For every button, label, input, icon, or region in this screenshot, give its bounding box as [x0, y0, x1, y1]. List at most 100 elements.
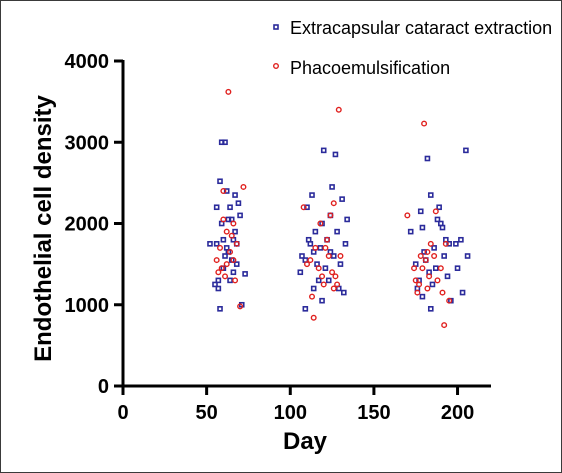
data-point-phaco — [442, 240, 449, 247]
data-point-extracapsular — [233, 261, 240, 267]
data-point-phaco — [329, 269, 336, 276]
data-point-phaco — [223, 228, 230, 235]
data-point-phaco — [237, 303, 244, 310]
data-point-extracapsular — [429, 281, 436, 288]
x-tick-label: 100 — [274, 402, 307, 424]
y-axis-title: Endothelial cell density — [30, 94, 57, 361]
data-point-extracapsular — [237, 212, 243, 219]
data-point-extracapsular — [217, 306, 223, 312]
data-point-extracapsular — [337, 261, 344, 267]
data-point-phaco — [309, 293, 316, 300]
data-point-phaco — [230, 220, 237, 227]
data-point-phaco — [322, 244, 329, 251]
legend-label-extracapsular: Extracapsular cataract extraction — [290, 18, 552, 38]
data-point-extracapsular — [419, 224, 426, 231]
data-point-phaco — [227, 248, 234, 255]
data-point-phaco — [427, 240, 434, 247]
data-point-phaco — [446, 297, 453, 304]
data-point-phaco — [222, 273, 229, 280]
data-point-phaco — [432, 208, 439, 215]
x-tick-label: 150 — [357, 402, 390, 424]
data-point-phaco — [330, 200, 337, 207]
data-point-extracapsular — [304, 204, 310, 211]
data-point-phaco — [218, 265, 225, 272]
data-point-extracapsular — [441, 253, 447, 259]
data-point-extracapsular — [222, 253, 228, 259]
data-point-extracapsular — [317, 245, 324, 251]
data-point-phaco — [304, 261, 311, 268]
data-point-phaco — [431, 252, 438, 259]
data-point-phaco — [220, 216, 227, 223]
data-point-phaco — [230, 257, 237, 264]
data-point-extracapsular — [407, 228, 414, 235]
data-point-extracapsular — [419, 293, 426, 300]
data-point-phaco — [307, 257, 314, 264]
data-point-extracapsular — [299, 253, 305, 259]
data-point-extracapsular — [334, 228, 340, 235]
data-point-phaco — [317, 220, 324, 227]
legend-label-phaco: Phacoemulsification — [290, 58, 450, 78]
data-point-extracapsular — [302, 306, 309, 312]
data-point-phaco — [417, 252, 424, 259]
data-point-phaco — [315, 265, 322, 272]
data-point-extracapsular — [310, 285, 317, 292]
data-point-extracapsular — [222, 139, 228, 146]
data-point-extracapsular — [325, 277, 332, 284]
axes — [121, 60, 491, 388]
data-point-phaco — [215, 269, 222, 276]
data-point-extracapsular — [220, 236, 227, 243]
data-point-extracapsular — [421, 249, 427, 255]
data-point-extracapsular — [444, 273, 451, 280]
data-point-extracapsular — [454, 265, 461, 271]
data-point-extracapsular — [340, 289, 347, 296]
y-tick-label: 1000 — [65, 295, 110, 317]
data-point-phaco — [319, 273, 326, 280]
data-point-phaco — [330, 285, 337, 292]
data-point-extracapsular — [434, 216, 441, 223]
legend: Extracapsular cataract extraction Phacoe… — [273, 18, 552, 78]
data-point-phaco — [441, 322, 448, 329]
data-point-extracapsular — [213, 241, 220, 247]
data-point-phaco — [439, 289, 446, 296]
x-tick-label: 0 — [117, 402, 128, 424]
data-point-extracapsular — [339, 196, 345, 202]
x-tick-label: 50 — [196, 402, 218, 424]
y-tick-label: 3000 — [65, 132, 110, 154]
y-tick-label: 4000 — [65, 51, 110, 73]
data-point-extracapsular — [320, 147, 327, 154]
x-axis-ticks: 0 50 100 150 200 — [117, 386, 474, 424]
data-point-phaco — [327, 212, 334, 219]
data-points — [207, 88, 471, 329]
data-point-extracapsular — [436, 204, 442, 211]
data-point-phaco — [434, 277, 441, 284]
data-point-extracapsular — [329, 184, 335, 190]
data-point-extracapsular — [427, 192, 434, 198]
data-point-phaco — [421, 120, 428, 127]
data-point-phaco — [412, 277, 419, 284]
data-point-phaco — [300, 204, 307, 211]
x-tick-label: 200 — [441, 402, 474, 424]
data-point-phaco — [325, 252, 332, 259]
data-point-extracapsular — [458, 236, 464, 243]
data-point-extracapsular — [463, 147, 469, 154]
data-point-extracapsular — [215, 285, 222, 292]
data-point-extracapsular — [213, 204, 220, 211]
data-point-phaco — [424, 248, 431, 255]
data-point-phaco — [337, 252, 344, 259]
data-point-extracapsular — [315, 277, 322, 284]
data-point-phaco — [426, 273, 433, 280]
data-point-extracapsular — [459, 289, 466, 296]
y-tick-label: 0 — [98, 376, 109, 398]
legend-marker-phaco — [273, 63, 280, 70]
data-point-extracapsular — [232, 192, 238, 198]
data-point-phaco — [240, 183, 247, 190]
data-point-extracapsular — [227, 277, 233, 284]
y-axis-ticks: 0 1000 2000 3000 4000 — [65, 51, 123, 398]
data-point-phaco — [310, 314, 317, 321]
data-point-phaco — [424, 285, 431, 292]
data-point-extracapsular — [230, 269, 237, 276]
data-point-extracapsular — [242, 271, 248, 277]
data-point-phaco — [335, 106, 342, 113]
